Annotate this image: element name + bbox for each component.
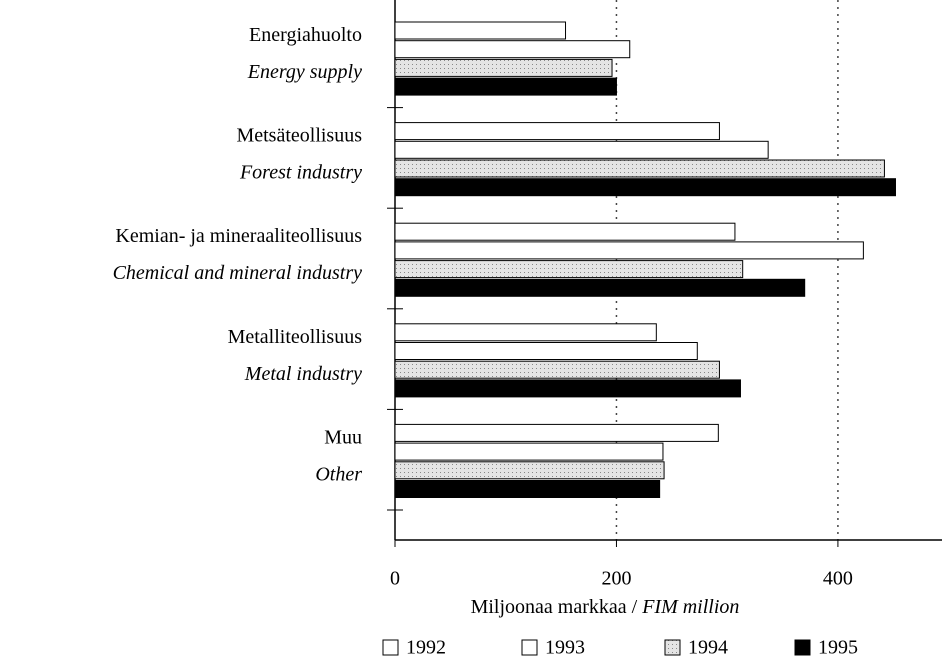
legend-label: 1992 (406, 637, 446, 659)
legend-swatch (794, 639, 811, 656)
bar (394, 21, 567, 40)
legend-swatch (521, 639, 538, 656)
category-label-en: Metal industry (244, 363, 362, 385)
bar (394, 423, 719, 442)
legend-label: 1993 (545, 637, 585, 659)
bar (394, 461, 665, 480)
category-label: Metsäteollisuus (236, 125, 362, 147)
bar (394, 241, 864, 260)
bar (394, 480, 661, 498)
bar (394, 379, 741, 398)
bar (394, 122, 720, 141)
bar (394, 40, 631, 59)
category-label: Energiahuolto (249, 24, 362, 46)
bar (394, 442, 664, 461)
legend-label: 1995 (818, 637, 858, 659)
category-label-en: Forest industry (239, 162, 362, 184)
bar (394, 222, 736, 241)
category-label: Metalliteollisuus (228, 326, 363, 348)
legend-swatch (382, 639, 399, 656)
legend-swatch (664, 639, 681, 656)
x-axis-label-en: FIM million (641, 596, 739, 618)
category-label: Muu (324, 426, 362, 448)
x-axis-label: Miljoonaa markkaa / FIM million (471, 596, 740, 618)
bar (394, 140, 769, 159)
bar (394, 360, 720, 379)
bar (394, 278, 806, 297)
category-label-en: Energy supply (247, 61, 362, 83)
bar (394, 260, 744, 279)
bar (394, 58, 613, 77)
legend-label: 1994 (688, 637, 728, 659)
category-label: Kemian- ja mineraaliteollisuus (115, 225, 362, 247)
category-label-en: Other (315, 463, 362, 485)
category-label-en: Chemical and mineral industry (113, 262, 363, 284)
bar (394, 159, 885, 178)
x-tick-label: 0 (390, 568, 400, 590)
bar (394, 342, 698, 360)
x-tick-label: 400 (823, 568, 853, 590)
bar (394, 77, 617, 96)
bar (394, 178, 896, 197)
x-tick-label: 200 (601, 568, 631, 590)
x-axis-label-fi: Miljoonaa markkaa / (471, 596, 638, 618)
bar (394, 323, 657, 342)
